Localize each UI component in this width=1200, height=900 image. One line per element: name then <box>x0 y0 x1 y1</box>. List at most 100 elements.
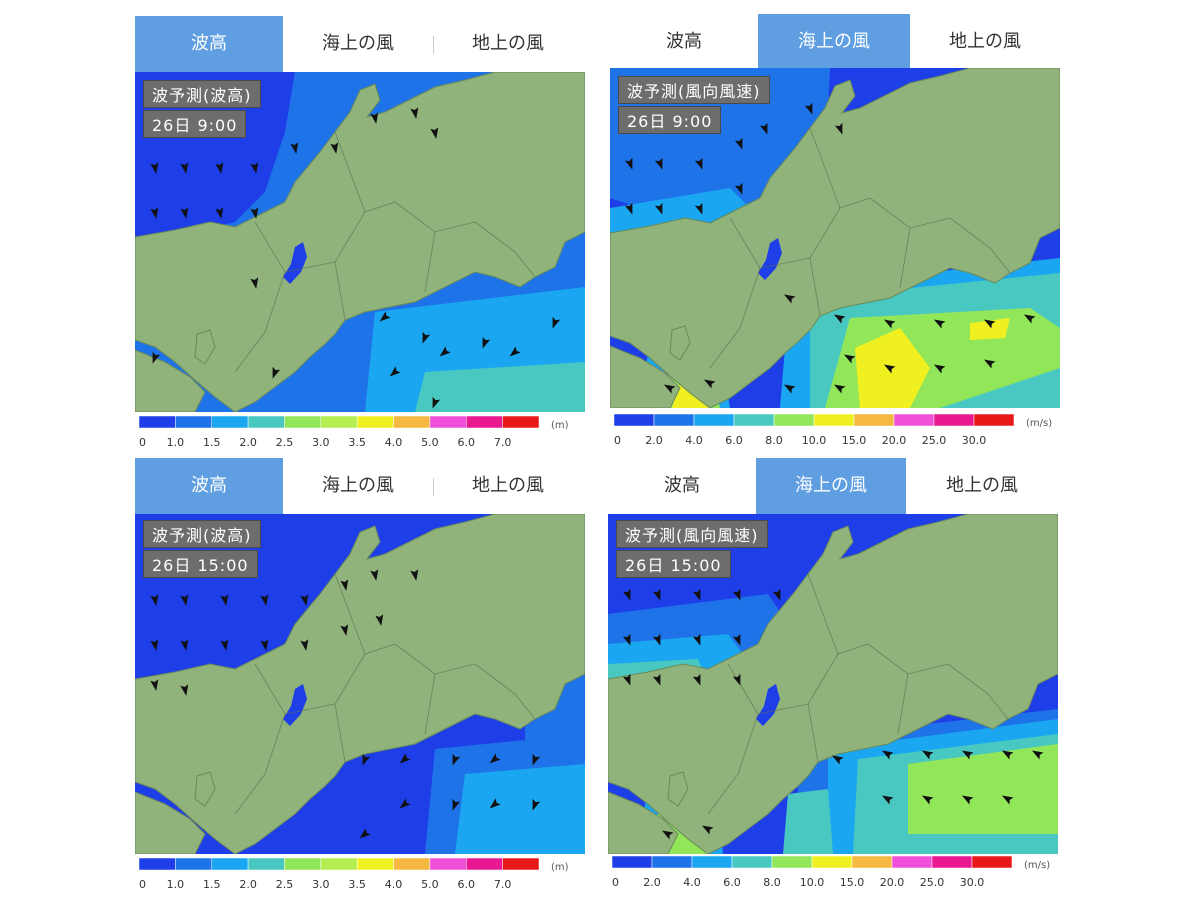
legend-swatch <box>851 855 893 869</box>
wind-direction-arrow <box>961 750 974 760</box>
wind-direction-arrow <box>772 588 781 601</box>
legend-tick-label: 7.0 <box>494 878 512 891</box>
wind-direction-arrow <box>482 336 491 349</box>
wave-height-panel-1500: 波高 海上の風 地上の風 波予測(波高) 26日 15:00 0 1.0 1.5 2.… <box>135 458 585 891</box>
wind-direction-arrow <box>1031 750 1044 760</box>
wind-direction-arrow <box>883 319 896 329</box>
color-legend: 0 2.0 4.0 6.0 8.0 10.0 15.0 20.0 25.0 30.0 (m/s) <box>612 854 1058 894</box>
forecast-map[interactable] <box>135 72 585 412</box>
wind-direction-arrow <box>921 750 934 760</box>
legend-swatch <box>731 855 773 869</box>
tab-bar: 波高 海上の風 地上の風 <box>135 458 585 514</box>
legend-tick-label: 2.0 <box>645 434 663 447</box>
legend-swatch <box>139 415 176 429</box>
wind-direction-arrow <box>622 633 631 646</box>
legend-tick-label: 15.0 <box>840 876 865 889</box>
legend-unit: (m) <box>551 862 569 873</box>
legend-swatch <box>971 855 1013 869</box>
tab-wave-height[interactable]: 波高 <box>135 16 283 72</box>
tab-sea-wind[interactable]: 海上の風 <box>758 14 910 70</box>
legend-swatch <box>175 857 212 871</box>
legend-tick-label: 6.0 <box>723 876 741 889</box>
wind-direction-arrow <box>883 364 896 374</box>
wind-direction-arrow <box>260 639 269 651</box>
legend-svg: 0 2.0 4.0 6.0 8.0 10.0 15.0 20.0 25.0 30.0 (m/s) <box>612 855 1050 889</box>
legend-tick-label: 30.0 <box>960 876 985 889</box>
legend-swatch <box>771 855 813 869</box>
map-canvas <box>610 68 1060 408</box>
tab-wave-height[interactable]: 波高 <box>664 475 700 496</box>
legend-tick-label: 1.0 <box>167 878 185 891</box>
wind-direction-arrow <box>340 624 349 636</box>
wind-direction-arrow <box>340 579 349 591</box>
legend-swatch <box>211 857 249 871</box>
legend-tick-label: 0 <box>614 434 621 447</box>
wind-direction-arrow <box>732 588 741 601</box>
legend-unit: (m) <box>551 420 569 431</box>
forecast-map[interactable] <box>610 68 1060 408</box>
wind-direction-arrow <box>300 594 309 606</box>
legend-swatch <box>773 413 815 427</box>
tab-surface-wind[interactable]: 地上の風 <box>472 475 544 496</box>
tab-surface-wind[interactable]: 地上の風 <box>472 33 544 54</box>
wind-direction-arrow <box>831 755 844 765</box>
landmass <box>610 68 1060 408</box>
tab-divider <box>433 36 434 54</box>
wind-direction-arrow <box>370 112 379 124</box>
legend-swatch <box>614 413 655 427</box>
wind-direction-arrow <box>150 639 159 651</box>
wind-direction-arrow <box>622 673 631 686</box>
map-time-badge: 26日 9:00 <box>143 110 247 138</box>
legend-tick-label: 10.0 <box>800 876 825 889</box>
wind-direction-arrow <box>834 122 843 135</box>
legend-svg: 0 1.0 1.5 2.0 2.5 3.0 3.5 4.0 5.0 6.0 7.0 (m) <box>139 415 569 449</box>
wind-direction-arrow <box>375 614 384 626</box>
wind-direction-arrow <box>833 384 846 394</box>
wind-direction-arrow <box>654 157 663 170</box>
tab-sea-wind[interactable]: 海上の風 <box>322 475 394 496</box>
legend-tick-label: 20.0 <box>880 876 905 889</box>
wind-direction-arrow <box>272 366 281 379</box>
wind-direction-arrow <box>734 182 743 195</box>
legend-tick-label: 15.0 <box>842 434 867 447</box>
legend-tick-label: 6.0 <box>725 434 743 447</box>
wind-direction-arrow <box>732 633 741 646</box>
wind-direction-arrow <box>694 202 703 215</box>
legend-swatch <box>733 413 775 427</box>
tab-sea-wind[interactable]: 海上の風 <box>756 458 906 514</box>
wind-direction-arrow <box>692 633 701 646</box>
wind-direction-arrow <box>250 277 259 289</box>
wind-direction-arrow <box>379 311 391 322</box>
wind-direction-arrow <box>330 142 339 154</box>
legend-swatch <box>813 413 855 427</box>
tab-surface-wind[interactable]: 地上の風 <box>949 31 1021 52</box>
color-legend: 0 1.0 1.5 2.0 2.5 3.0 3.5 4.0 5.0 6.0 7.0 (m) <box>139 856 585 896</box>
tab-surface-wind[interactable]: 地上の風 <box>946 475 1018 496</box>
legend-tick-label: 0 <box>139 436 146 449</box>
legend-swatch <box>811 855 853 869</box>
legend-tick-label: 4.0 <box>385 436 403 449</box>
wind-direction-arrow <box>220 594 229 606</box>
wind-direction-arrow <box>961 795 974 805</box>
tab-sea-wind[interactable]: 海上の風 <box>322 33 394 54</box>
wind-direction-arrow <box>362 753 371 766</box>
map-canvas <box>135 72 585 412</box>
legend-tick-label: 6.0 <box>458 878 476 891</box>
wind-panel-1500: 波高 海上の風 地上の風 波予測(風向風速) 26日 15:00 0 2.0 4.0… <box>608 458 1058 889</box>
legend-tick-label: 4.0 <box>685 434 703 447</box>
tab-divider <box>433 478 434 496</box>
wind-direction-arrow <box>921 795 934 805</box>
wind-direction-arrow <box>452 753 461 766</box>
map-title-badge: 波予測(風向風速) <box>616 520 768 548</box>
landmass <box>135 72 585 412</box>
lake-biwa <box>756 684 780 726</box>
legend-tick-label: 4.0 <box>385 878 403 891</box>
wave-height-panel-0900: 波高 海上の風 地上の風 波予測(波高) 26日 9:00 0 1.0 1.5 2.0… <box>135 16 585 449</box>
tab-wave-height[interactable]: 波高 <box>135 458 283 514</box>
wind-direction-arrow <box>1001 795 1014 805</box>
wind-direction-arrow <box>624 202 633 215</box>
legend-tick-label: 8.0 <box>765 434 783 447</box>
tab-wave-height[interactable]: 波高 <box>666 31 702 52</box>
legend-svg: 0 2.0 4.0 6.0 8.0 10.0 15.0 20.0 25.0 30.0 (m/s) <box>614 413 1052 447</box>
legend-tick-label: 2.5 <box>276 436 294 449</box>
